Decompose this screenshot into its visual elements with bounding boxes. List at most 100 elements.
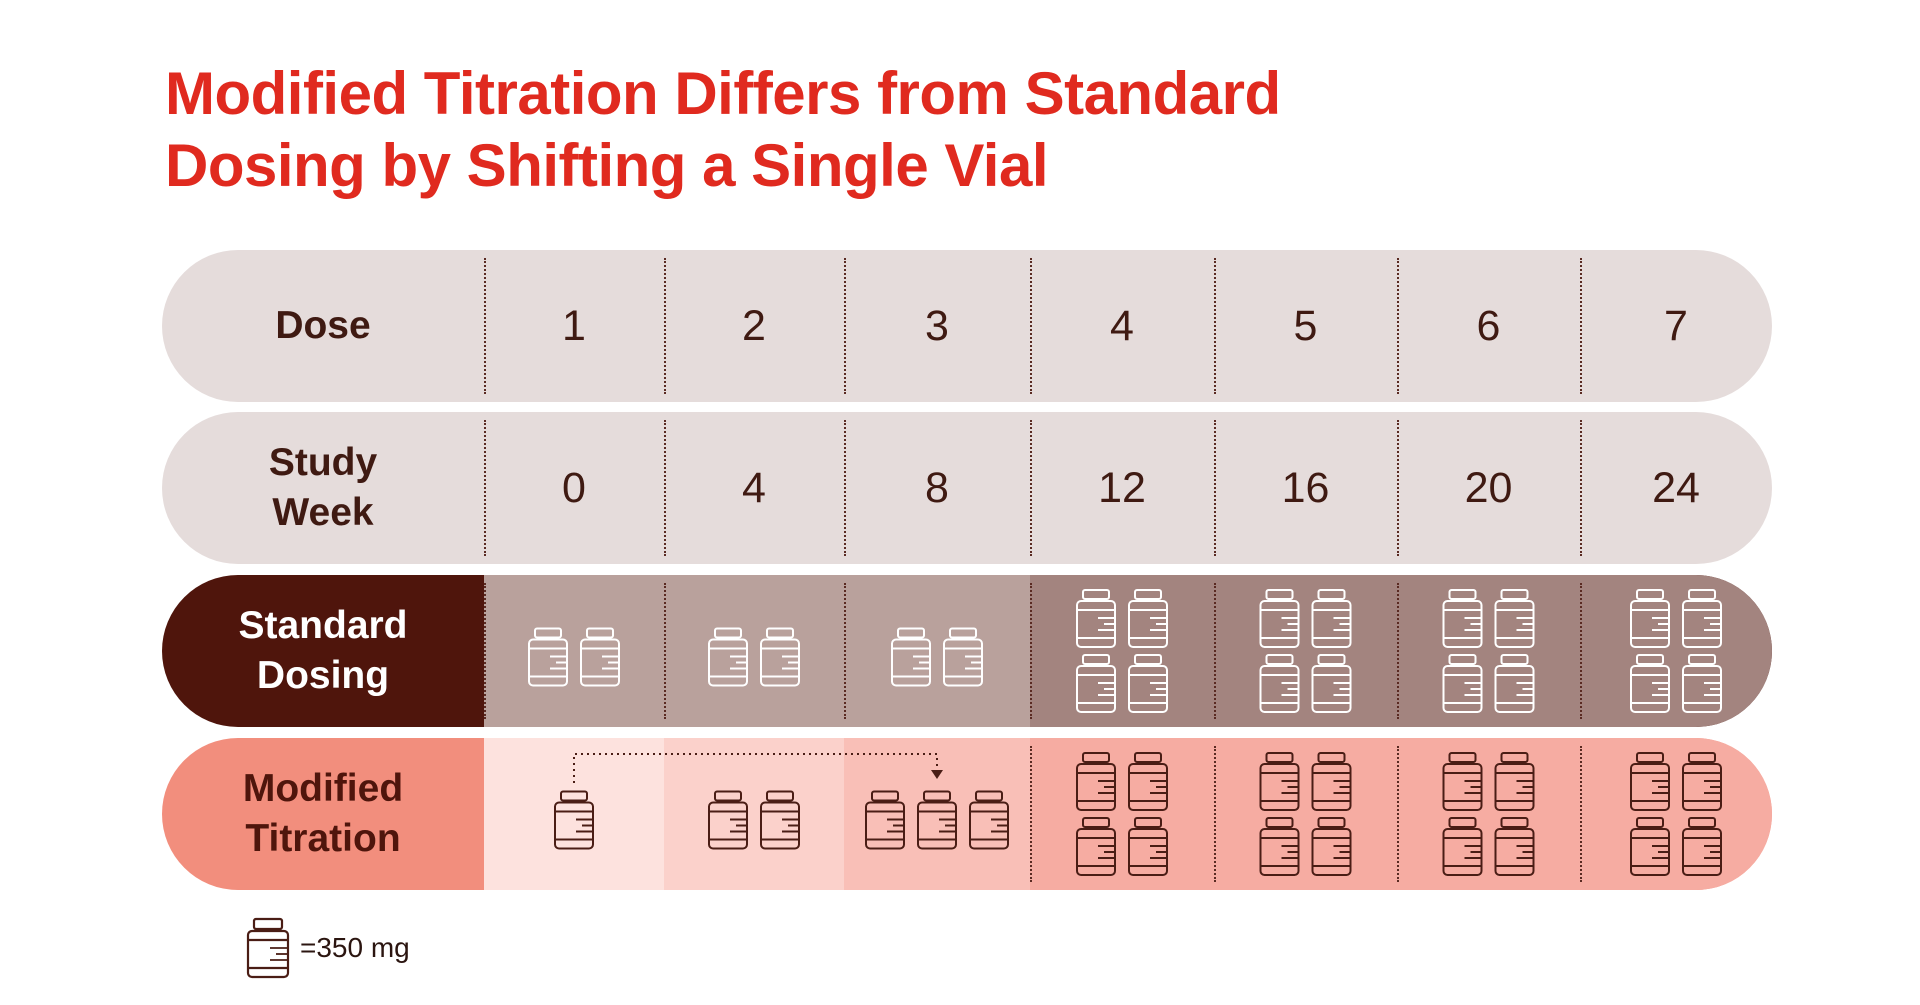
column-divider [1397,420,1399,556]
vial-icon [1128,817,1168,876]
dose-value-4: 4 [1110,301,1134,350]
vial-icon [1494,752,1535,811]
column-divider [1214,746,1216,882]
vial-icon [1311,654,1352,713]
column-divider [844,420,846,556]
vial-icon [917,790,957,850]
dose-value-6: 6 [1476,301,1501,350]
standard-dose-cell-1 [484,575,664,727]
vial-icon [1442,589,1483,648]
column-divider [664,583,666,719]
column-divider [664,420,666,556]
vial-icon [1494,589,1535,648]
vial-icon [580,627,620,687]
column-divider [1030,420,1032,556]
vial-icon [1442,817,1483,876]
modified-dose-cell-2 [664,738,844,890]
column-divider [664,258,666,394]
legend-label: =350 mg [300,932,410,963]
column-divider [844,583,846,719]
vial-icon [708,790,748,850]
vial-icon [1630,817,1670,876]
vial-icon [1442,752,1483,811]
vial-icon [1259,589,1300,648]
vial-icon [1259,817,1300,876]
legend: =350 mg [246,917,410,979]
week-value-7: 24 [1652,463,1700,512]
vial-icon [1630,589,1670,648]
modified-dose-cell-4 [1030,738,1214,890]
vial-icon [1311,589,1352,648]
vial-icon [1076,654,1116,713]
modified-titration-label-line-2: Titration [245,817,401,860]
standard-dose-cell-4 [1030,575,1214,727]
dose-value-7: 7 [1664,301,1688,350]
week-value-1: 0 [562,463,586,512]
week-value-6: 20 [1464,463,1513,512]
standard-dosing-vials [528,589,1722,713]
vial-icon [1076,752,1116,811]
title-line-1: Modified Titration Differs from Standard [165,60,1281,127]
standard-dose-cell-7 [1580,575,1772,727]
modified-titration-row: Modified Titration [162,738,1772,890]
vial-icon [1128,654,1168,713]
shift-arrow-line [573,753,938,783]
vial-icon [1682,654,1722,713]
vial-icon [1682,589,1722,648]
dose-value-1: 1 [562,301,586,350]
modified-dose-cell-7 [1580,738,1772,890]
column-divider [1214,583,1216,719]
standard-dose-cell-5 [1214,575,1397,727]
vial-icon [1128,589,1168,648]
standard-dose-cell-2 [664,575,844,727]
column-divider [1580,420,1582,556]
column-divider [1030,746,1032,882]
column-divider [1580,583,1582,719]
modified-dose-cell-6 [1397,738,1580,890]
vial-icon [760,790,800,850]
column-divider [1580,746,1582,882]
vial-icon [708,627,748,687]
column-divider [484,583,486,719]
modified-dose-cell-5 [1214,738,1397,890]
week-value-5: 16 [1281,463,1330,512]
vial-icon [1494,654,1535,713]
title-line-2: Dosing by Shifting a Single Vial [165,132,1049,199]
page-title: Modified Titration Differs from Standard… [165,58,1665,202]
vial-icon [1076,817,1116,876]
vial-icon [1682,752,1722,811]
vial-icon [1076,589,1116,648]
week-value-2: 4 [742,463,766,512]
study-week-label-line-2: Week [272,491,374,534]
vial-icon [1682,817,1722,876]
dose-row: Dose 1 2 3 4 5 6 7 [162,250,1772,402]
vial-icon [1494,817,1535,876]
vial-icon [1442,654,1483,713]
vial-icon [246,917,290,979]
vial-icon [865,790,905,850]
shift-arrow-head [931,770,943,779]
vial-icon [1630,752,1670,811]
column-divider [1397,258,1399,394]
vial-icon [969,790,1009,850]
vial-icon [943,627,983,687]
study-week-row: Study Week 0 4 8 12 16 20 24 [162,412,1772,564]
modified-titration-vials [554,752,1722,876]
vial-icon [554,790,594,850]
standard-dose-cell-3 [844,575,1030,727]
vial-icon [1311,817,1352,876]
vial-icon [891,627,931,687]
standard-dosing-label-line-2: Dosing [256,654,390,697]
standard-dose-cell-6 [1397,575,1580,727]
modified-dose-cell-3 [844,738,1030,890]
modified-titration-row-label: Modified Titration [162,738,484,890]
column-divider [484,420,486,556]
dose-row-label: Dose [275,304,371,347]
vial-icon [1128,752,1168,811]
column-divider [1214,420,1216,556]
column-divider [1214,258,1216,394]
column-divider [484,258,486,394]
study-week-row-label: Study Week [162,412,484,564]
dose-value-3: 3 [925,301,949,350]
standard-dosing-row: Standard Dosing [162,575,1772,727]
